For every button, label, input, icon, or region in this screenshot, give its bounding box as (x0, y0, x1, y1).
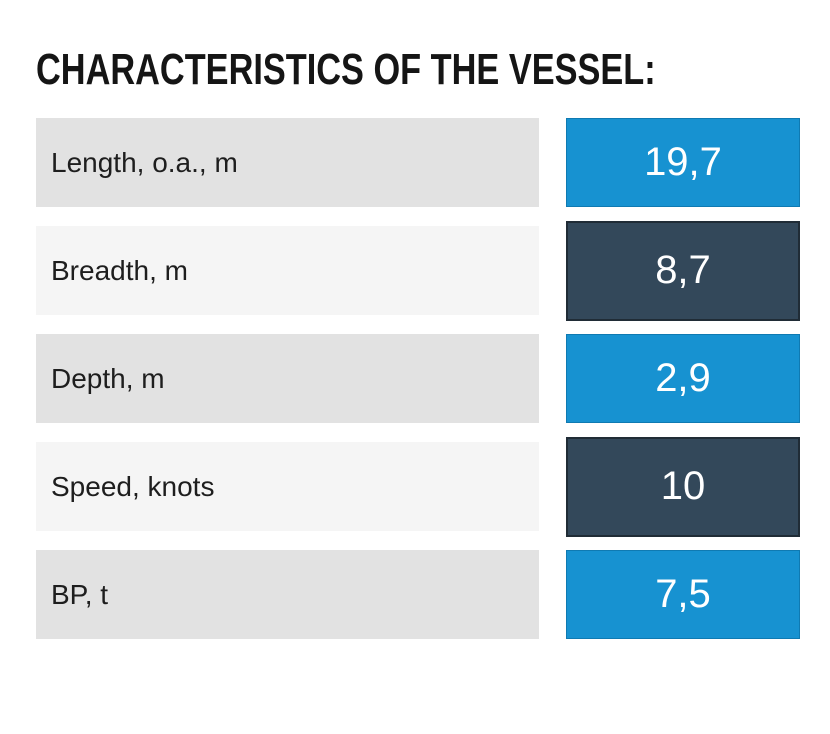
characteristic-label: BP, t (51, 578, 109, 610)
characteristic-label-cell: Length, o.a., m (36, 118, 539, 207)
characteristic-value-cell: 8,7 (566, 220, 800, 321)
characteristics-table: Length, o.a., m 19,7 Breadth, m 8,7 Dept… (36, 118, 830, 639)
table-row: Breadth, m 8,7 (36, 220, 830, 321)
characteristic-value: 19,7 (644, 140, 722, 184)
characteristic-label-cell: Breadth, m (36, 226, 539, 315)
table-row: BP, t 7,5 (36, 550, 830, 639)
characteristic-label: Breadth, m (51, 254, 188, 286)
table-row: Depth, m 2,9 (36, 334, 830, 423)
characteristic-label-cell: Speed, knots (36, 442, 539, 531)
characteristic-label-cell: Depth, m (36, 334, 539, 423)
section-title: CHARACTERISTICS OF THE VESSEL: (36, 45, 656, 94)
characteristic-value-cell: 10 (566, 436, 800, 537)
characteristic-value: 8,7 (655, 248, 711, 292)
characteristic-value-cell: 2,9 (566, 334, 800, 423)
vessel-characteristics-section: CHARACTERISTICS OF THE VESSEL: Length, o… (36, 0, 830, 658)
characteristic-label: Speed, knots (51, 470, 215, 502)
characteristic-label-cell: BP, t (36, 550, 539, 639)
characteristic-label: Length, o.a., m (51, 146, 238, 178)
characteristic-value-cell: 19,7 (566, 118, 800, 207)
characteristic-value: 2,9 (655, 356, 711, 400)
characteristic-value: 7,5 (655, 572, 711, 616)
characteristic-label: Depth, m (51, 362, 165, 394)
table-row: Length, o.a., m 19,7 (36, 118, 830, 207)
characteristic-value: 10 (660, 464, 706, 508)
characteristic-value-cell: 7,5 (566, 550, 800, 639)
table-row: Speed, knots 10 (36, 436, 830, 537)
